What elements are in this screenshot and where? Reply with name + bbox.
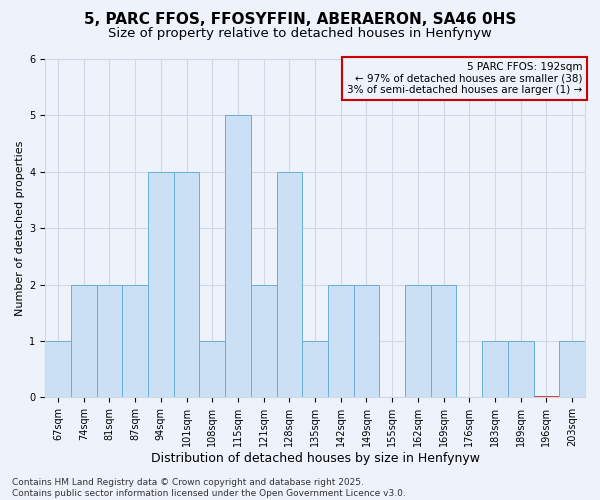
Bar [148, 172, 173, 398]
Bar [45, 341, 71, 398]
Bar [302, 341, 328, 398]
Bar [251, 284, 277, 398]
Y-axis label: Number of detached properties: Number of detached properties [15, 140, 25, 316]
Text: Contains HM Land Registry data © Crown copyright and database right 2025.
Contai: Contains HM Land Registry data © Crown c… [12, 478, 406, 498]
Bar [405, 284, 431, 398]
Bar [277, 172, 302, 398]
Text: 5 PARC FFOS: 192sqm
← 97% of detached houses are smaller (38)
3% of semi-detache: 5 PARC FFOS: 192sqm ← 97% of detached ho… [347, 62, 582, 95]
Bar [97, 284, 122, 398]
Text: Size of property relative to detached houses in Henfynyw: Size of property relative to detached ho… [108, 28, 492, 40]
Bar [482, 341, 508, 398]
Bar [225, 116, 251, 398]
Bar [199, 341, 225, 398]
Bar [173, 172, 199, 398]
X-axis label: Distribution of detached houses by size in Henfynyw: Distribution of detached houses by size … [151, 452, 479, 465]
Bar [559, 341, 585, 398]
Bar [71, 284, 97, 398]
Bar [353, 284, 379, 398]
Bar [508, 341, 533, 398]
Text: 5, PARC FFOS, FFOSYFFIN, ABERAERON, SA46 0HS: 5, PARC FFOS, FFOSYFFIN, ABERAERON, SA46… [84, 12, 516, 28]
Bar [328, 284, 353, 398]
Bar [431, 284, 457, 398]
Bar [122, 284, 148, 398]
